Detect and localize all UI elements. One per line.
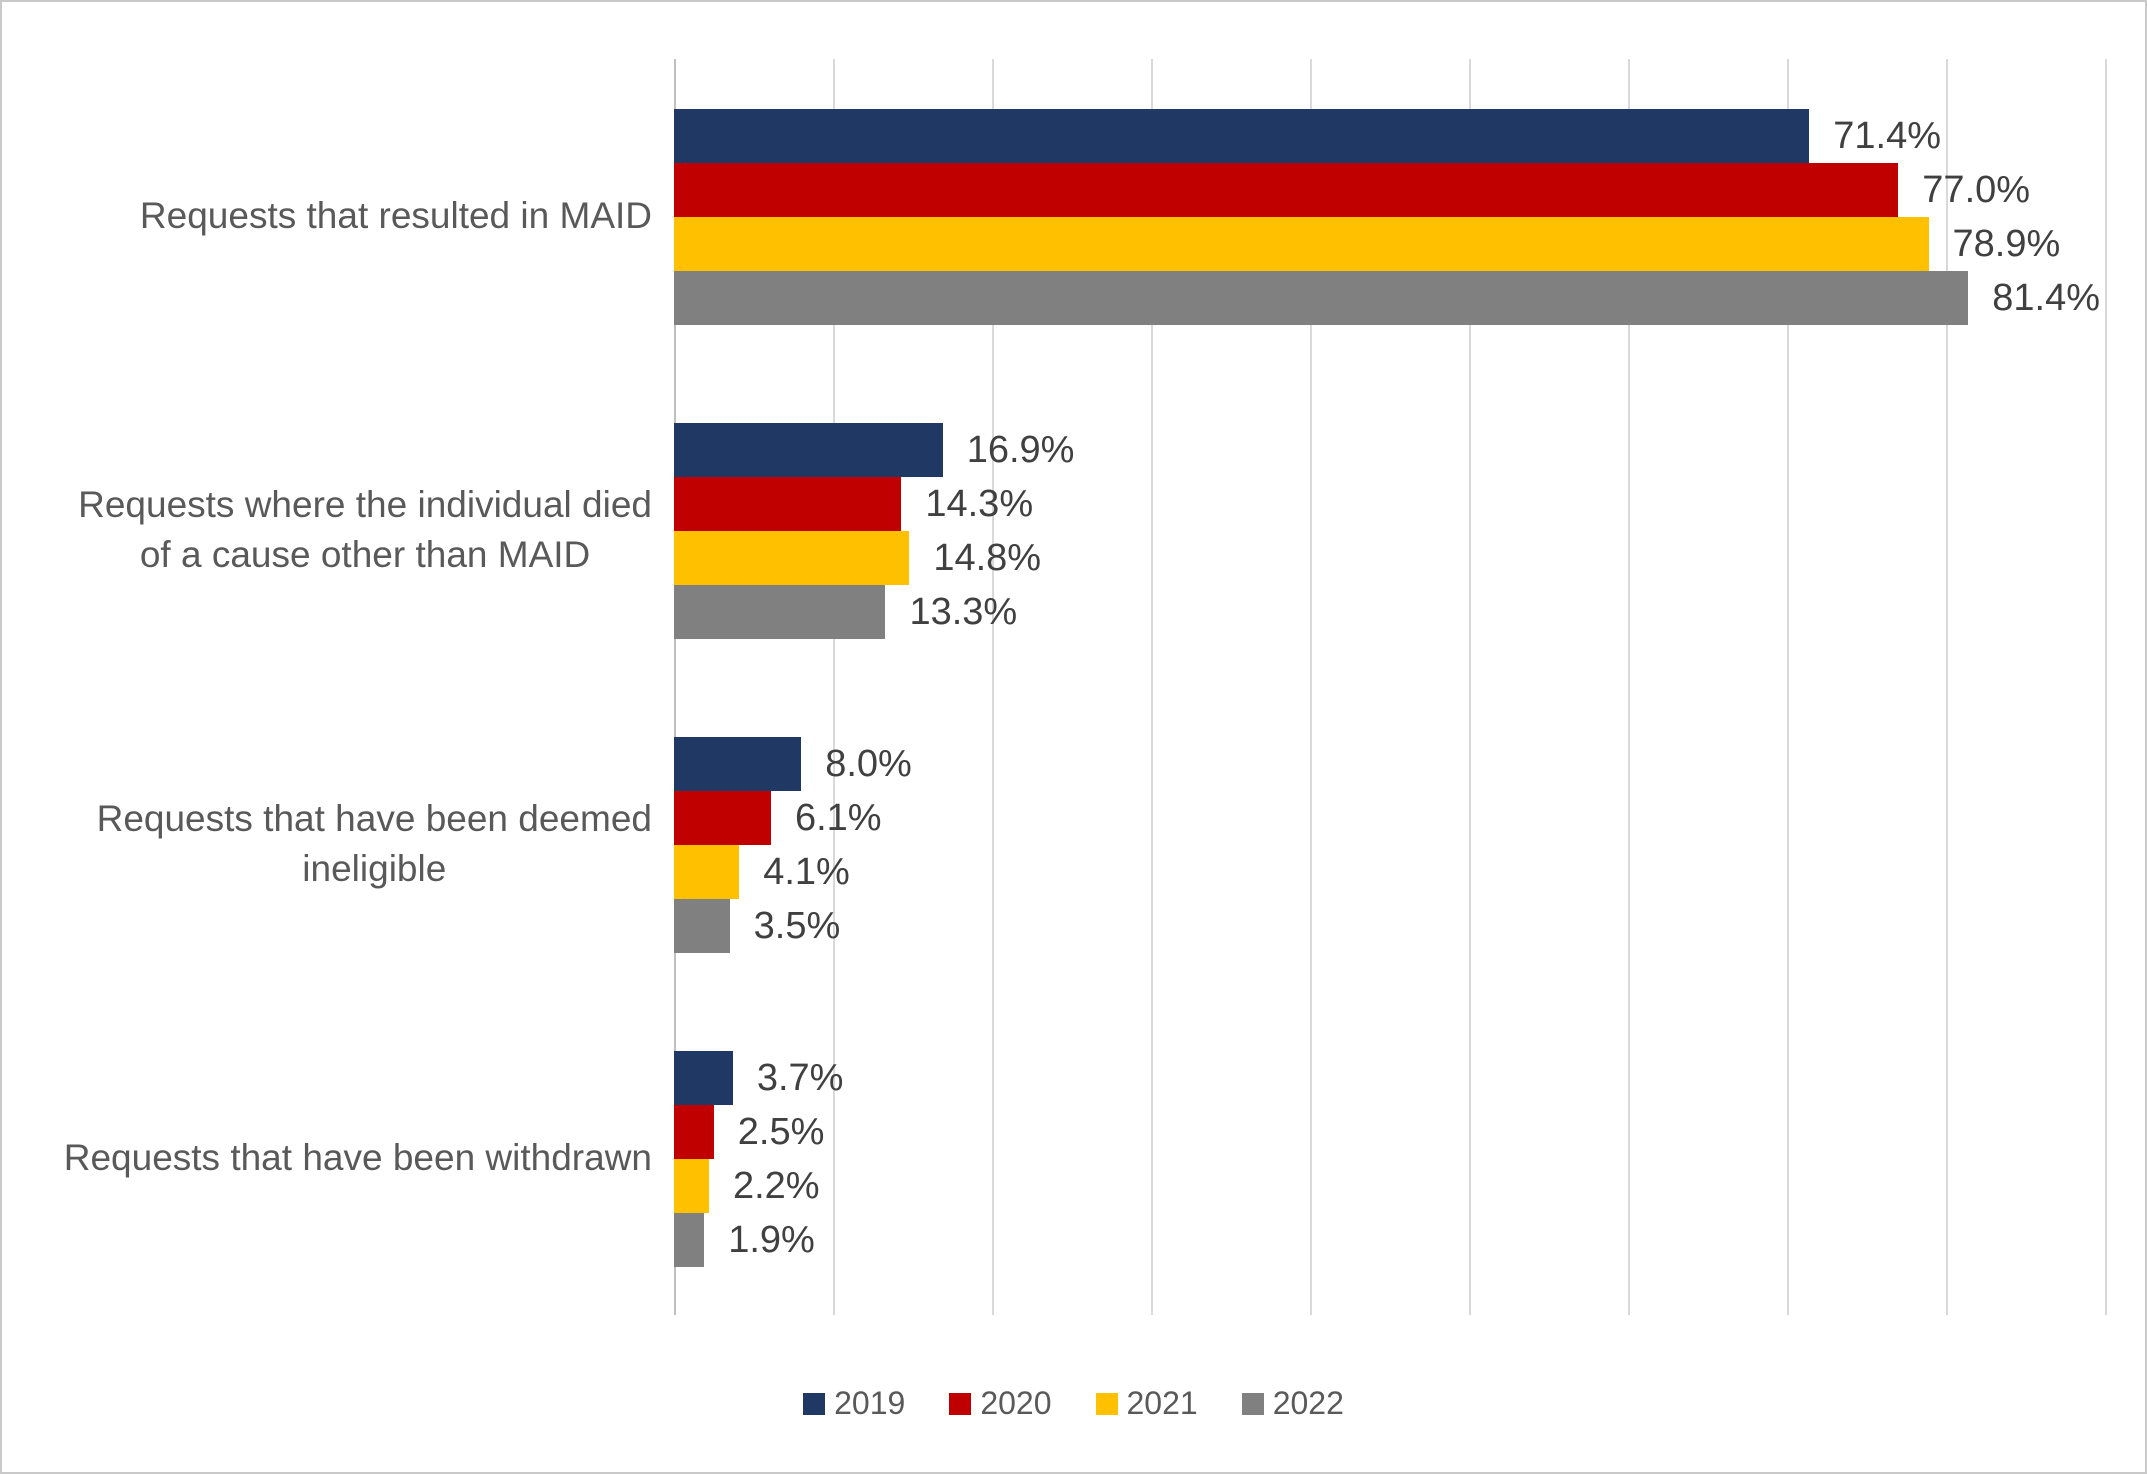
legend-item-2019: 2019 — [803, 1385, 905, 1422]
bar-2022-category-2 — [674, 585, 886, 639]
legend-label: 2020 — [980, 1385, 1052, 1421]
category-label-line: ineligible — [302, 848, 447, 889]
legend-label: 2019 — [834, 1385, 906, 1421]
gridline — [1787, 59, 1789, 1315]
category-label-text: Requests that resulted in MAID — [140, 191, 652, 241]
legend-label: 2022 — [1272, 1385, 1344, 1421]
category-label-text: Requests that have been deemed ineligible — [97, 794, 652, 894]
bar-2021-category-3 — [674, 845, 740, 899]
category-label-line: of a cause other than MAID — [139, 534, 591, 575]
value-label: 16.9% — [966, 429, 1075, 471]
value-label: 8.0% — [825, 743, 912, 785]
bar-2020-category-4 — [674, 1105, 714, 1159]
value-label: 14.8% — [933, 537, 1042, 579]
category-label-line: Requests that resulted in MAID — [139, 195, 652, 237]
gridline — [1310, 59, 1312, 1315]
bar-2019-category-3 — [674, 737, 802, 791]
category-label: Requests that have been deemed ineligible — [2, 687, 652, 1001]
value-label: 13.3% — [909, 591, 1018, 633]
legend-swatch-2020 — [949, 1392, 972, 1415]
value-label: 14.3% — [925, 483, 1034, 525]
category-label-line: Requests that have been deemed — [96, 798, 652, 840]
bar-2021-category-4 — [674, 1159, 709, 1213]
bar-2019-category-4 — [674, 1051, 733, 1105]
gridline — [1946, 59, 1948, 1315]
value-label: 2.2% — [732, 1165, 820, 1207]
bar-2022-category-4 — [674, 1213, 705, 1267]
bar-2019-category-1 — [674, 109, 1810, 163]
gridline — [2105, 59, 2107, 1315]
category-axis-labels: Requests that resulted in MAID Requests w… — [2, 59, 652, 1315]
category-label-line: Requests where the individual died — [78, 484, 652, 526]
bar-2021-category-1 — [674, 217, 1929, 271]
value-label: 3.5% — [753, 905, 841, 947]
bar-2019-category-2 — [674, 423, 943, 477]
value-label: 6.1% — [794, 797, 882, 839]
value-label: 78.9% — [1952, 223, 2061, 265]
bar-2021-category-2 — [674, 531, 910, 585]
legend-item-2020: 2020 — [949, 1385, 1052, 1422]
legend-swatch-2021 — [1095, 1392, 1118, 1415]
legend-swatch-2022 — [1241, 1392, 1264, 1415]
bar-2020-category-2 — [674, 477, 902, 531]
legend-label: 2021 — [1126, 1385, 1198, 1421]
bar-2020-category-1 — [674, 163, 1899, 217]
value-label: 3.7% — [756, 1057, 844, 1099]
value-label: 81.4% — [1992, 277, 2100, 319]
category-label: Requests that resulted in MAID — [2, 59, 652, 373]
gridline — [1151, 59, 1153, 1315]
bar-2022-category-1 — [674, 271, 1969, 325]
gridline — [992, 59, 994, 1315]
legend: 2019 2020 2021 2022 — [2, 1385, 2145, 1422]
gridline — [1469, 59, 1471, 1315]
value-label: 4.1% — [763, 851, 850, 893]
category-label-text: Requests that have been withdrawn — [64, 1133, 652, 1183]
category-label: Requests where the individual died of a c… — [2, 373, 652, 687]
plot-area: 71.4% 77.0% 78.9% 81.4% 16.9% 14.3% 14.8% 13.3%… — [674, 59, 2107, 1315]
value-label: 2.5% — [737, 1111, 825, 1153]
category-label: Requests that have been withdrawn — [2, 1001, 652, 1315]
gridline — [833, 59, 835, 1315]
legend-item-2021: 2021 — [1095, 1385, 1198, 1422]
category-label-text: Requests where the individual died of a c… — [78, 480, 652, 580]
value-label: 77.0% — [1922, 169, 2031, 211]
legend-item-2022: 2022 — [1241, 1385, 1344, 1422]
bar-2020-category-3 — [674, 791, 771, 845]
bar-2022-category-3 — [674, 899, 730, 953]
value-label: 1.9% — [728, 1219, 815, 1261]
value-label: 71.4% — [1833, 115, 1941, 157]
gridline — [1628, 59, 1630, 1315]
category-label-line: Requests that have been withdrawn — [63, 1137, 652, 1179]
category-axis-line — [674, 59, 676, 1315]
legend-swatch-2019 — [803, 1392, 826, 1415]
